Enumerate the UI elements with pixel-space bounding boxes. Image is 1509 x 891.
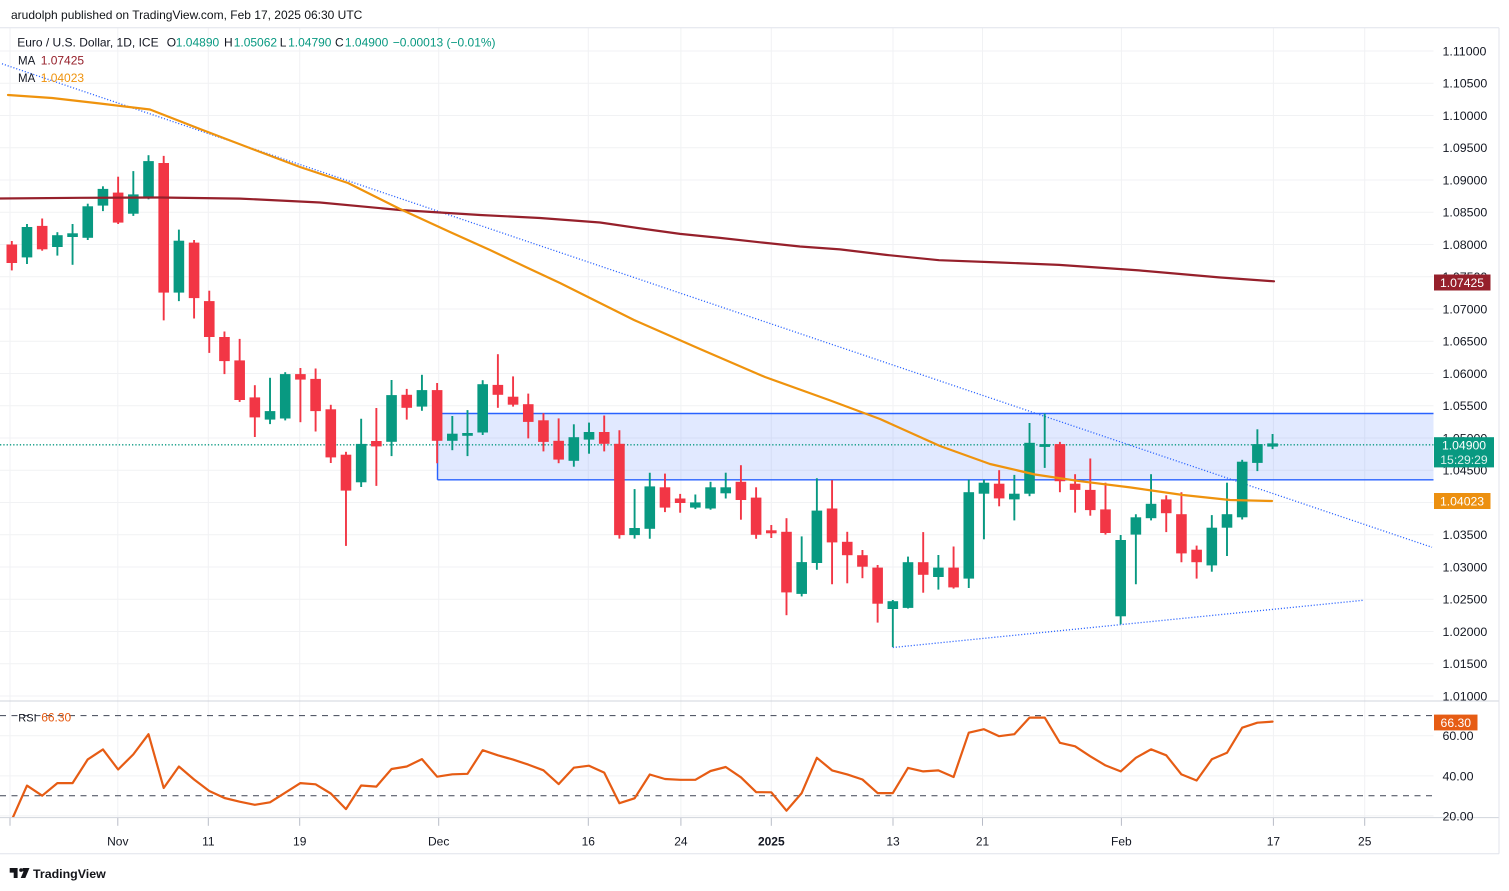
svg-text:C: C [335,35,344,49]
svg-text:1.05500: 1.05500 [1443,399,1488,413]
svg-text:66.30: 66.30 [1441,716,1472,730]
svg-text:1.04023: 1.04023 [1440,494,1484,508]
svg-text:TradingView: TradingView [33,867,106,881]
svg-text:20.00: 20.00 [1443,809,1474,823]
svg-text:1.07425: 1.07425 [41,54,85,68]
svg-text:19: 19 [293,835,307,849]
svg-text:2025: 2025 [758,835,785,849]
svg-text:1.04900: 1.04900 [345,35,389,49]
svg-text:1.10500: 1.10500 [1443,77,1488,91]
svg-text:Euro / U.S. Dollar, 1D, ICE: Euro / U.S. Dollar, 1D, ICE [17,35,158,49]
svg-text:1.08000: 1.08000 [1443,238,1488,252]
svg-text:Nov: Nov [107,835,128,849]
svg-text:RSI: RSI [18,712,36,724]
svg-text:1.09000: 1.09000 [1443,173,1488,187]
svg-text:Feb: Feb [1111,835,1132,849]
svg-text:H: H [224,35,233,49]
svg-text:1.02500: 1.02500 [1443,593,1488,607]
svg-text:1.04023: 1.04023 [41,71,85,85]
svg-text:66.30: 66.30 [41,710,71,724]
svg-text:1.11000: 1.11000 [1443,44,1487,58]
svg-text:1.04900: 1.04900 [1442,438,1486,452]
svg-text:Dec: Dec [428,835,449,849]
svg-text:1.01000: 1.01000 [1443,689,1488,703]
svg-text:1.02000: 1.02000 [1443,625,1488,639]
svg-text:1.05062: 1.05062 [234,35,278,49]
svg-text:MA: MA [18,73,36,85]
svg-text:1.07425: 1.07425 [1440,276,1484,290]
svg-text:1.03000: 1.03000 [1443,560,1488,574]
svg-text:24: 24 [674,835,688,849]
svg-text:1.03500: 1.03500 [1443,528,1488,542]
svg-text:40.00: 40.00 [1443,769,1474,783]
svg-text:1.06500: 1.06500 [1443,335,1488,349]
svg-text:MA: MA [18,56,36,68]
svg-text:17: 17 [1267,835,1281,849]
svg-text:−0.00013 (−0.01%): −0.00013 (−0.01%) [393,35,496,49]
svg-text:arudolph published on TradingV: arudolph published on TradingView.com, F… [11,8,363,22]
svg-text:11: 11 [202,835,215,849]
svg-text:16: 16 [582,835,596,849]
svg-text:L: L [280,35,287,49]
svg-text:1.07000: 1.07000 [1443,302,1488,316]
svg-text:25: 25 [1358,835,1372,849]
svg-text:60.00: 60.00 [1443,729,1474,743]
svg-text:15:29:29: 15:29:29 [1440,453,1488,467]
svg-text:O: O [167,35,176,49]
svg-text:1.08500: 1.08500 [1443,206,1488,220]
svg-text:1.04890: 1.04890 [176,35,220,49]
svg-text:21: 21 [976,835,990,849]
svg-text:1.09500: 1.09500 [1443,141,1488,155]
svg-text:1.01500: 1.01500 [1443,657,1488,671]
svg-text:1.04790: 1.04790 [288,35,332,49]
svg-text:1.10000: 1.10000 [1443,109,1488,123]
svg-text:1.06000: 1.06000 [1443,367,1488,381]
svg-text:13: 13 [886,835,900,849]
